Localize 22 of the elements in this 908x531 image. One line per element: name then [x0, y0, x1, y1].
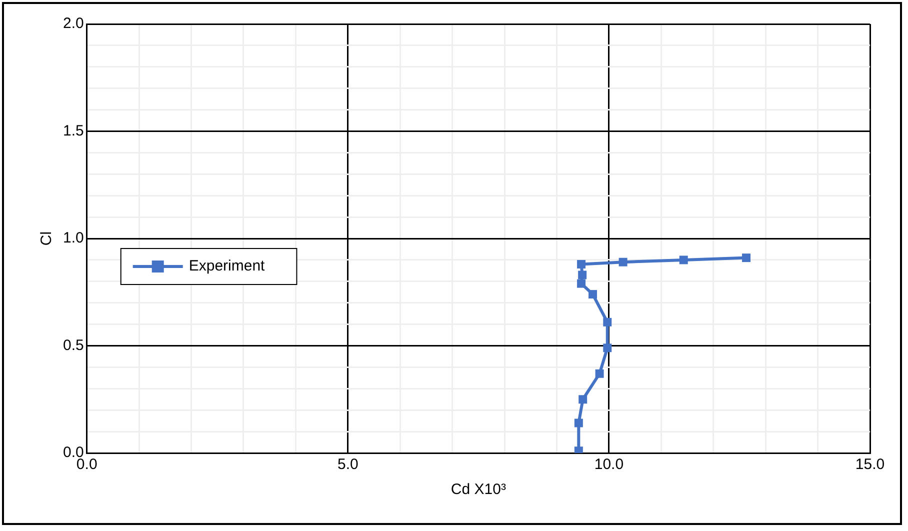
- x-tick-label: 10.0: [594, 456, 624, 474]
- point: [603, 344, 612, 352]
- point: [603, 318, 612, 326]
- point: [578, 270, 587, 280]
- x-axis-title: Cd X10³: [450, 481, 506, 498]
- x-tick-label: 15.0: [855, 456, 885, 474]
- x-tick-label: 5.0: [337, 456, 358, 474]
- legend-label: Experiment: [188, 258, 266, 275]
- point: [574, 418, 583, 428]
- y-tick-label: 1.5: [62, 122, 84, 140]
- y-tick-label: 1.0: [62, 230, 84, 247]
- point: [595, 369, 604, 378]
- point: [578, 395, 588, 404]
- point: [577, 279, 586, 288]
- point: [588, 290, 598, 299]
- y-axis-title: Cl: [38, 231, 56, 246]
- y-tick-label: 2.0: [62, 15, 84, 32]
- y-tick-label: 0.5: [62, 336, 84, 354]
- point: [577, 260, 586, 268]
- point: [742, 254, 751, 262]
- point: [618, 258, 628, 266]
- point: [679, 256, 688, 264]
